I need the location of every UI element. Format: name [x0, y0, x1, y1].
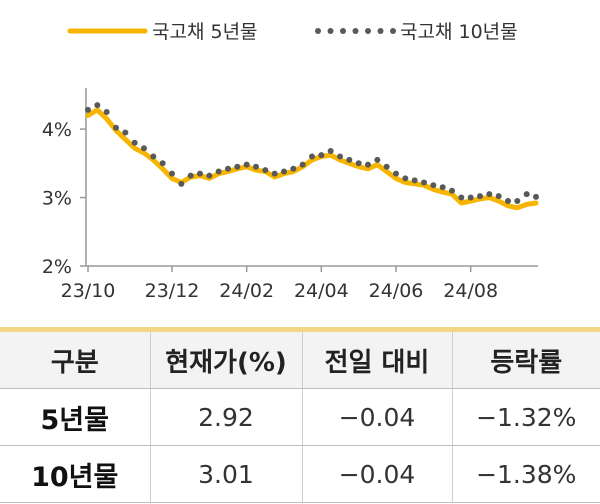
series-10y-point [94, 102, 101, 109]
legend-10y-swatch [315, 28, 396, 34]
series-10y-point [187, 172, 194, 179]
cell-current-price: 3.01 [149, 445, 302, 503]
series-10y-point [197, 170, 203, 177]
y-tick-label: 2% [42, 256, 72, 278]
series-10y-point [505, 197, 511, 204]
series-10y-point [411, 177, 418, 184]
legend-dot [365, 28, 371, 34]
series-10y-point [169, 170, 175, 177]
series-10y-point [393, 170, 399, 177]
legend-dot [340, 28, 346, 34]
series-10y-point [523, 191, 530, 198]
legend-10y-label: 국고채 10년물 [400, 21, 518, 43]
header-current-price: 현재가(%) [149, 327, 302, 389]
x-tick-label: 24/04 [294, 280, 349, 302]
legend-dot [352, 28, 359, 34]
series-10y-point [402, 175, 409, 182]
series-10y-point [495, 193, 502, 200]
legend-dot [315, 28, 321, 34]
x-tick-label: 23/10 [61, 280, 116, 302]
series-10y-point [234, 163, 241, 170]
series-10y-point [365, 161, 371, 168]
series-10y-point [449, 187, 455, 194]
series-10y-point [113, 124, 119, 131]
cell-change: −0.04 [301, 445, 452, 503]
series-10y-point [103, 108, 110, 115]
x-tick-label: 24/06 [369, 280, 424, 302]
chart: 국고채 5년물 국고채 10년물 2% 3% 4% 23/10 23/12 24/02 2… [42, 21, 539, 302]
table-row: 10년물 3.01 −0.04 −1.38% [0, 445, 600, 503]
legend-5y-label: 국고채 5년물 [152, 21, 258, 43]
series-10y-point [253, 163, 259, 170]
x-tick-label: 24/02 [219, 280, 274, 302]
cell-change-rate: −1.32% [451, 388, 600, 446]
series-10y-point [225, 165, 231, 172]
series-10y-point [150, 153, 157, 160]
series-10y-point [290, 165, 297, 172]
series-10y-point [374, 156, 381, 163]
table-header-row: 구분 현재가(%) 전일 대비 등락률 [0, 327, 600, 389]
cell-change-rate: −1.38% [451, 445, 600, 503]
legend-dot [327, 28, 334, 34]
series-10y-point [533, 193, 539, 200]
series-10y-point [206, 172, 213, 179]
series-10y-point [439, 184, 446, 191]
series-10y-point [159, 160, 166, 167]
legend-dot [377, 28, 384, 34]
row-label: 10년물 [0, 445, 150, 503]
series-10y-point [309, 153, 315, 160]
x-tick-label: 23/12 [145, 280, 200, 302]
series-10y-point [486, 191, 493, 198]
series-10y-point [178, 180, 185, 187]
series-10y-point [327, 147, 334, 154]
series-10y-point [271, 170, 278, 177]
y-tick-label: 4% [42, 119, 72, 141]
series-10y-point [514, 197, 521, 204]
series-10y-point [355, 160, 362, 167]
series-10y-point [262, 167, 269, 174]
header-change: 전일 대비 [301, 327, 452, 389]
series-10y-point [85, 106, 91, 113]
legend-dot [390, 28, 396, 34]
row-label: 5년물 [0, 388, 150, 446]
series-10y-point [467, 194, 474, 201]
rate-table: 구분 현재가(%) 전일 대비 등락률 5년물 2.92 −0.04 −1.32… [0, 327, 600, 503]
series-10y-point [243, 161, 250, 168]
series-10y-point [383, 163, 390, 170]
series-10y-point [458, 194, 465, 201]
series-10y-point [299, 161, 306, 168]
series-10y-point [346, 156, 353, 163]
header-change-rate: 등락률 [451, 327, 600, 389]
series-10y-point [337, 153, 343, 160]
series-10y-point [141, 145, 147, 152]
series-10y-point [281, 168, 287, 175]
series-10y-point [421, 179, 427, 186]
series-10y-point [430, 182, 437, 189]
series-5y-line [85, 107, 539, 211]
table-row: 5년물 2.92 −0.04 −1.32% [0, 388, 600, 446]
cell-change: −0.04 [301, 388, 452, 446]
x-tick-label: 24/08 [443, 280, 498, 302]
y-tick-label: 3% [42, 188, 72, 210]
cell-current-price: 2.92 [149, 388, 302, 446]
series-10y-point [318, 152, 325, 159]
legend: 국고채 5년물 국고채 10년물 [67, 21, 518, 43]
series-10y-point [122, 129, 129, 136]
series-10y-point [477, 193, 483, 200]
header-category: 구분 [0, 327, 150, 389]
series-10y-point [131, 139, 138, 146]
series-10y-point [215, 168, 222, 175]
